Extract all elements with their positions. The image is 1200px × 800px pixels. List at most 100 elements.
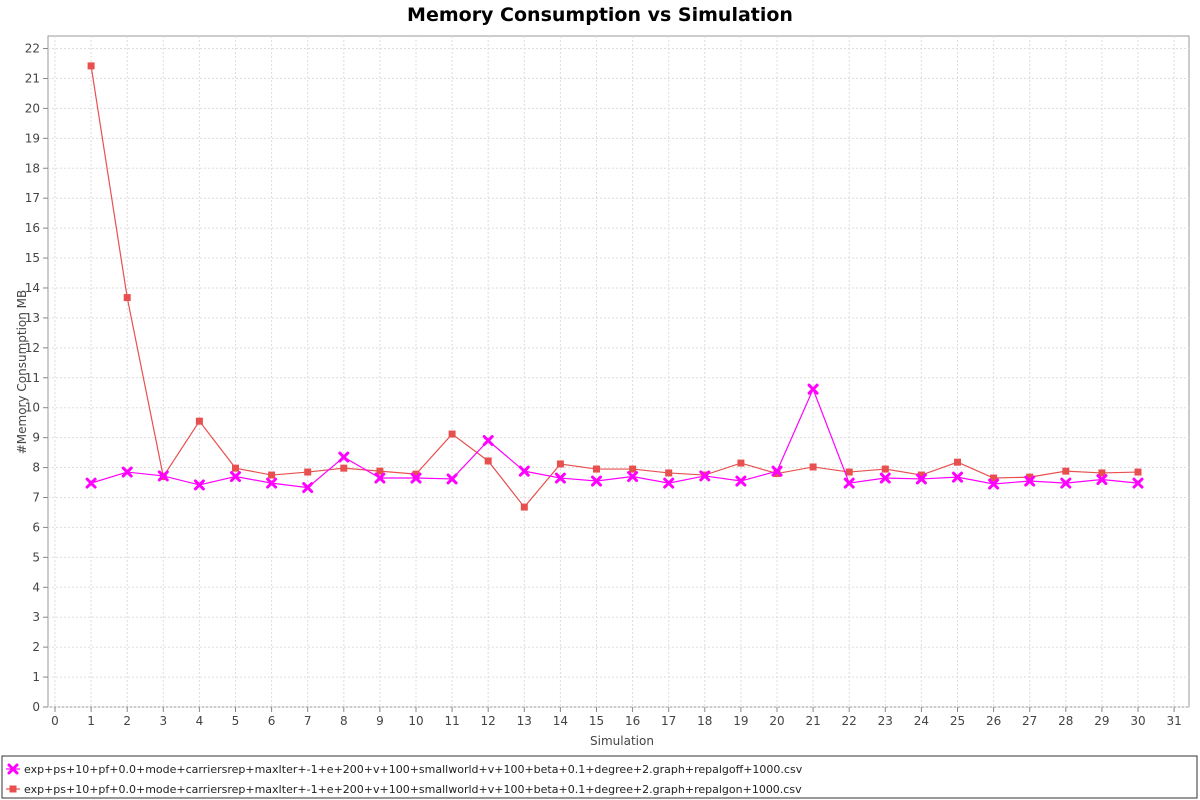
data-point: [518, 465, 530, 477]
y-tick-label: 2: [32, 640, 40, 654]
legend-box: [1, 755, 1198, 799]
data-point: [87, 62, 95, 70]
y-tick-label: 8: [32, 461, 40, 475]
data-point: [268, 471, 276, 479]
data-point: [195, 417, 203, 425]
data-point: [338, 451, 350, 463]
y-tick-label: 7: [32, 490, 40, 504]
data-point: [1098, 469, 1106, 477]
x-tick-label: 5: [232, 714, 240, 728]
data-point: [123, 294, 131, 302]
y-tick-label: 13: [25, 311, 40, 325]
x-tick-label: 6: [268, 714, 276, 728]
data-point: [1060, 477, 1072, 489]
x-tick-label: 20: [769, 714, 784, 728]
x-tick-label: 21: [805, 714, 820, 728]
data-point: [230, 471, 241, 483]
data-point: [952, 471, 963, 483]
data-point: [629, 465, 637, 473]
y-tick-label: 0: [32, 700, 40, 714]
data-point: [266, 477, 278, 489]
x-tick-label: 10: [408, 714, 423, 728]
y-tick-label: 3: [32, 610, 40, 624]
y-tick-label: 6: [32, 520, 40, 534]
data-point: [340, 464, 348, 472]
data-point: [232, 464, 239, 472]
legend-item: exp+ps+10+pf+0.0+mode+carriersrep+maxIte…: [6, 783, 802, 796]
data-point: [412, 470, 420, 478]
y-tick-label: 1: [32, 670, 40, 684]
y-tick-label: 12: [25, 341, 40, 355]
x-tick-label: 3: [159, 714, 167, 728]
data-point: [1062, 467, 1070, 475]
x-tick-label: 13: [517, 714, 532, 728]
x-tick-label: 9: [376, 714, 384, 728]
y-tick-label: 16: [25, 221, 40, 235]
x-tick-label: 24: [914, 714, 929, 728]
data-point: [482, 435, 494, 447]
data-point: [954, 458, 961, 466]
data-point: [771, 465, 783, 477]
data-point: [665, 469, 673, 477]
x-tick-label: 12: [481, 714, 496, 728]
data-point: [737, 459, 745, 467]
y-tick-label: 10: [25, 401, 40, 415]
x-tick-label: 19: [733, 714, 748, 728]
data-point: [304, 468, 312, 476]
series-line: [90, 387, 1139, 489]
y-tick-label: 20: [25, 101, 40, 115]
x-tick-label: 11: [444, 714, 459, 728]
data-point: [735, 475, 747, 487]
data-point: [1096, 474, 1108, 486]
x-tick-label: 18: [697, 714, 712, 728]
data-point: [593, 465, 600, 473]
legend-marker: [7, 763, 19, 775]
legend-label: exp+ps+10+pf+0.0+mode+carriersrep+maxIte…: [24, 763, 803, 776]
x-tick-label: 25: [950, 714, 965, 728]
data-point: [881, 465, 889, 473]
data-point: [627, 471, 639, 483]
data-point: [879, 472, 891, 484]
y-axis-label: #Memory Consumption MB: [15, 290, 29, 455]
data-point: [448, 430, 456, 438]
data-point: [699, 470, 711, 482]
x-tick-label: 14: [553, 714, 568, 728]
data-point: [845, 468, 853, 476]
y-tick-label: 17: [25, 191, 40, 205]
legend-item: exp+ps+10+pf+0.0+mode+carriersrep+maxIte…: [6, 763, 803, 776]
x-tick-label: 7: [304, 714, 312, 728]
data-point: [556, 460, 564, 468]
data-point: [520, 503, 528, 511]
x-tick-label: 26: [986, 714, 1001, 728]
x-tick-label: 22: [842, 714, 857, 728]
data-point: [193, 479, 205, 491]
chart-title: Memory Consumption vs Simulation: [407, 4, 793, 26]
x-tick-label: 30: [1130, 714, 1145, 728]
y-tick-label: 19: [25, 131, 40, 145]
legend-label: exp+ps+10+pf+0.0+mode+carriersrep+maxIte…: [24, 783, 802, 796]
series-line: [90, 65, 1139, 509]
data-point: [374, 472, 386, 484]
series-1: [85, 383, 1144, 494]
x-tick-label: 4: [196, 714, 204, 728]
data-point: [302, 482, 314, 494]
x-tick-label: 15: [589, 714, 604, 728]
x-tick-label: 1: [87, 714, 95, 728]
series-layer: [85, 62, 1144, 511]
data-point: [663, 477, 675, 489]
x-tick-label: 8: [340, 714, 348, 728]
data-point: [807, 383, 819, 395]
data-point: [988, 478, 1000, 490]
data-point: [1026, 473, 1034, 481]
data-point: [591, 475, 602, 487]
y-tick-label: 11: [25, 371, 40, 385]
data-point: [157, 470, 169, 482]
legend: exp+ps+10+pf+0.0+mode+carriersrep+maxIte…: [6, 763, 803, 796]
x-tick-label: 2: [123, 714, 131, 728]
y-tick-label: 18: [25, 161, 40, 175]
data-point: [917, 471, 925, 479]
data-point: [85, 477, 97, 489]
data-point: [1024, 475, 1036, 487]
y-tick-label: 21: [25, 71, 40, 85]
